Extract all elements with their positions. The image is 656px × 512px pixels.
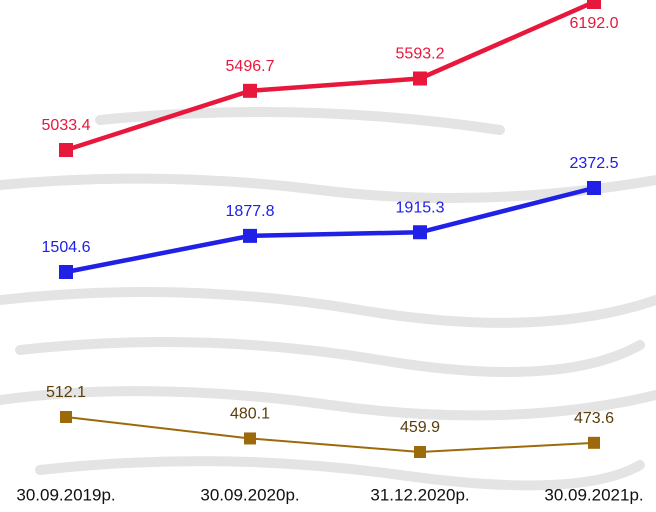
data-label: 2372.5: [570, 155, 619, 172]
data-label: 459.9: [400, 419, 440, 436]
data-label: 5593.2: [396, 46, 445, 63]
background-texture: [0, 107, 656, 491]
x-tick-label: 31.12.2020р.: [370, 485, 469, 504]
marker: [413, 71, 427, 86]
marker: [587, 0, 601, 9]
marker: [59, 265, 73, 279]
series-line: [65, 416, 595, 454]
data-label: 480.1: [230, 406, 270, 423]
data-label: 6192.0: [570, 15, 619, 32]
marker: [244, 432, 256, 445]
x-tick-label: 30.09.2021р.: [544, 485, 643, 504]
data-label: 5496.7: [226, 58, 275, 75]
marker: [587, 181, 601, 195]
data-label: 1504.6: [42, 239, 91, 256]
data-label: 1915.3: [396, 199, 445, 216]
data-label: 5033.4: [42, 117, 91, 134]
x-tick-label: 30.09.2020р.: [200, 485, 299, 504]
x-tick-label: 30.09.2019р.: [16, 485, 115, 504]
marker: [243, 83, 257, 98]
data-label: 473.6: [574, 410, 614, 427]
data-label: 512.1: [46, 384, 86, 401]
marker: [60, 411, 72, 423]
marker: [588, 436, 600, 449]
marker: [414, 446, 426, 458]
marker: [59, 143, 73, 157]
marker: [243, 228, 257, 243]
series-line: [65, 0, 595, 153]
marker: [413, 225, 427, 240]
series-line: [65, 185, 595, 275]
data-label: 1877.8: [226, 203, 275, 220]
